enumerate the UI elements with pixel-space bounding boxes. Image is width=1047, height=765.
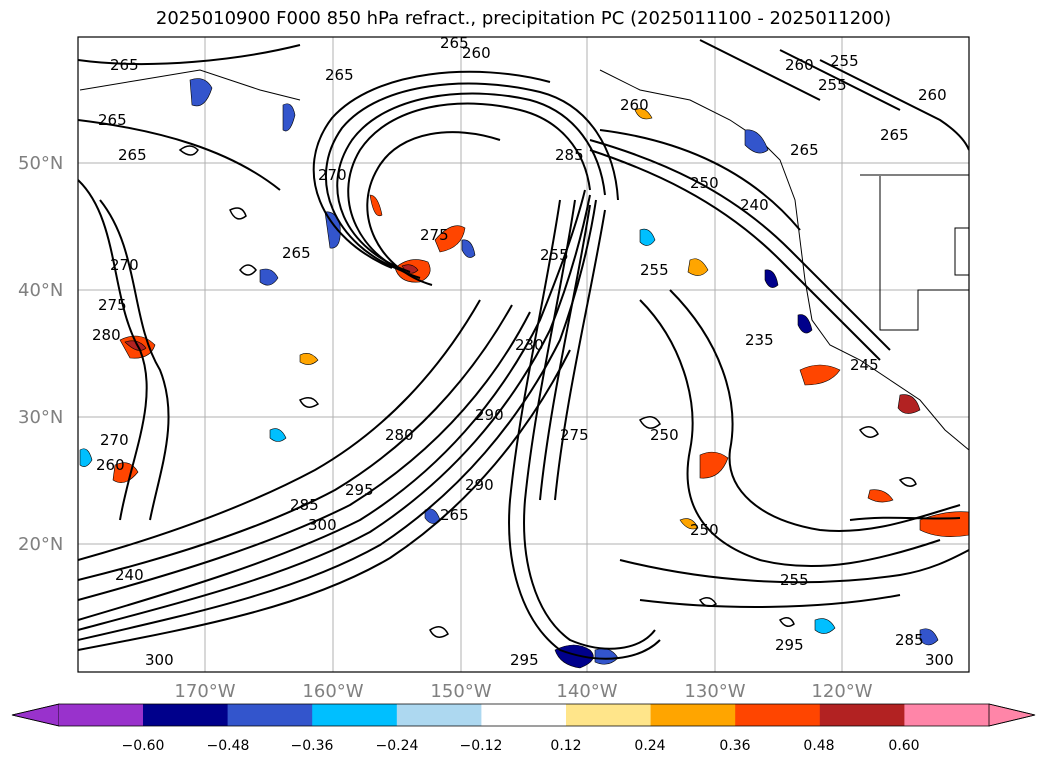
minor-contours [178, 145, 917, 638]
contour-label: 275 [98, 296, 127, 314]
contour-label: 295 [775, 636, 804, 654]
lon-label: 160°W [302, 681, 363, 702]
colorbar-tick-label: 0.24 [634, 738, 665, 754]
contour-label: 250 [690, 174, 719, 192]
contour-label: 235 [745, 331, 774, 349]
contour-label: 265 [325, 66, 354, 84]
contour-label: 270 [100, 431, 129, 449]
colorbar-segment [904, 704, 989, 726]
contour-label: 285 [895, 631, 924, 649]
contour-label: 295 [510, 651, 539, 669]
colorbar-extend-min [11, 703, 60, 727]
contour-label: 265 [282, 244, 311, 262]
map-area [78, 37, 969, 672]
contour-label: 255 [830, 52, 859, 70]
colorbar-segment [735, 704, 821, 726]
colorbar-segment [396, 704, 482, 726]
contour-label: 265 [98, 111, 127, 129]
map-title: 2025010900 F000 850 hPa refract., precip… [155, 8, 892, 29]
contour-label: 265 [440, 34, 469, 52]
lon-label: 120°W [811, 681, 872, 702]
contour-label: 250 [650, 426, 679, 444]
colorbar-segment [481, 704, 567, 726]
colorbar-segment [312, 704, 398, 726]
colorbar-tick-label: −0.60 [122, 738, 165, 754]
contour-label: 295 [345, 481, 374, 499]
contour-label: 280 [92, 326, 121, 344]
colorbar-tick-label: −0.48 [207, 738, 250, 754]
lat-label: 40°N [18, 280, 63, 301]
colorbar-segment [227, 704, 313, 726]
lat-label: 30°N [18, 407, 63, 428]
lon-label: 140°W [556, 681, 617, 702]
contour-label: 275 [420, 226, 449, 244]
precip-shading [79, 78, 969, 669]
colorbar-segment [59, 704, 143, 726]
contour-label: 260 [620, 96, 649, 114]
contour-label: 265 [110, 56, 139, 74]
contour-label: 270 [318, 166, 347, 184]
contour-label: 300 [925, 651, 954, 669]
contour-labels: 265 265 260 265 265 265 255 255 260 265 … [92, 34, 954, 669]
contour-label: 240 [115, 566, 144, 584]
contour-label: 255 [640, 261, 669, 279]
latitude-labels: 50°N 40°N 30°N 20°N [18, 153, 63, 555]
contour-label: 255 [780, 571, 809, 589]
colorbar-extend-max [988, 703, 1036, 727]
contour-label: 265 [440, 506, 469, 524]
contour-label: 290 [475, 406, 504, 424]
lon-label: 130°W [684, 681, 745, 702]
colorbar-tick-label: −0.24 [376, 738, 419, 754]
colorbar-segment [566, 704, 652, 726]
lon-label: 150°W [430, 681, 491, 702]
map-frame [77, 36, 970, 673]
contour-label: 260 [918, 86, 947, 104]
contour-label: 245 [850, 356, 879, 374]
contour-label: 255 [540, 246, 569, 264]
contour-label: 260 [96, 456, 125, 474]
colorbar-tick-label: 0.36 [719, 738, 750, 754]
colorbar-tick-label: 0.48 [803, 738, 834, 754]
contour-label: 285 [555, 146, 584, 164]
lat-label: 50°N [18, 153, 63, 174]
contour-label: 265 [880, 126, 909, 144]
contour-label: 230 [515, 336, 544, 354]
contour-label: 265 [790, 141, 819, 159]
contour-label: 280 [385, 426, 414, 444]
contour-label: 290 [465, 476, 494, 494]
colorbar [11, 703, 1036, 727]
contour-label: 260 [462, 44, 491, 62]
contour-label: 265 [118, 146, 147, 164]
coastlines [79, 69, 969, 451]
lat-label: 20°N [18, 534, 63, 555]
contour-label: 240 [740, 196, 769, 214]
colorbar-segment [143, 704, 229, 726]
colorbar-segment [819, 704, 905, 726]
contour-label: 300 [308, 516, 337, 534]
colorbar-tick-label: −0.12 [460, 738, 503, 754]
contour-label: 270 [110, 256, 139, 274]
colorbar-segment [650, 704, 736, 726]
colorbar-outline [11, 703, 1036, 727]
lon-label: 170°W [174, 681, 235, 702]
colorbar-tick-label: −0.36 [291, 738, 334, 754]
colorbar-tick-label: 0.12 [550, 738, 581, 754]
contour-label: 255 [818, 76, 847, 94]
contour-label: 260 [785, 56, 814, 74]
contour-label: 300 [145, 651, 174, 669]
contour-label: 285 [290, 496, 319, 514]
longitude-labels: 170°W 160°W 150°W 140°W 130°W 120°W [174, 681, 872, 702]
colorbar-tick-label: 0.60 [888, 738, 919, 754]
contour-label: 275 [560, 426, 589, 444]
colorbar-ticks: −0.60 −0.48 −0.36 −0.24 −0.12 0.12 0.24 … [122, 738, 920, 754]
refractivity-contours [78, 39, 969, 660]
contour-label: 250 [690, 521, 719, 539]
